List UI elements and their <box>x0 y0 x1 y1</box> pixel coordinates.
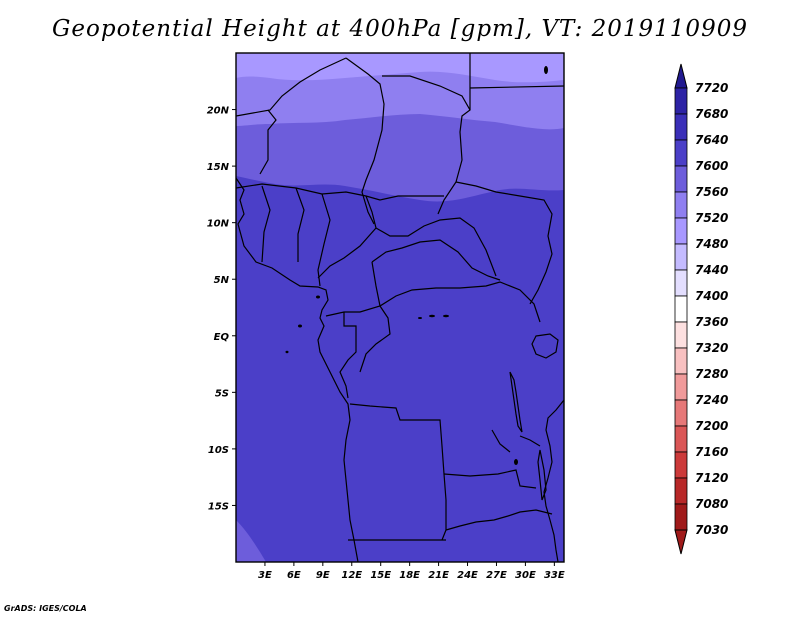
colorbar-label: 7560 <box>695 185 728 199</box>
border-14 <box>379 281 541 323</box>
lat-tick-label: EQ <box>214 332 230 343</box>
lake-victoria <box>531 333 559 359</box>
colorbar-swatch <box>674 425 688 453</box>
lon-tick-label: 9E <box>316 570 330 581</box>
colorbar-label: 7480 <box>695 237 728 251</box>
contour-fill <box>236 53 564 562</box>
lat-tick-label: 15N <box>207 162 230 173</box>
lat-tick-label: 5S <box>215 388 229 399</box>
lake-malawi <box>537 449 547 501</box>
colorbar-label: 7400 <box>695 289 728 303</box>
lon-tick-label: 18E <box>399 570 420 581</box>
border-18 <box>349 403 445 475</box>
border-9 <box>317 193 331 287</box>
border-21 <box>445 509 553 531</box>
lat-tick-label: 10N <box>207 219 230 230</box>
lon-tick-label: 6E <box>287 570 301 581</box>
colorbar: 7720 7680 7640 7600 7560 7520 7480 7440 7400 7360… <box>674 63 728 555</box>
coastline-east <box>543 399 564 562</box>
colorbar-swatch <box>674 399 688 427</box>
colorbar-swatch <box>674 373 688 401</box>
colorbar-swatch <box>674 191 688 219</box>
colorbar-label: 7320 <box>695 341 728 355</box>
lake-tanganyika <box>509 371 523 433</box>
map-title: Geopotential Height at 400hPa [gpm], VT:… <box>52 16 748 42</box>
footer-credit: GrADS: IGES/COLA <box>4 604 87 613</box>
colorbar-swatch <box>674 477 688 505</box>
colorbar-swatch <box>674 503 688 531</box>
colorbar-label: 7600 <box>695 159 728 173</box>
colorbar-swatch <box>674 243 688 271</box>
colorbar-swatch <box>674 87 688 115</box>
coastlines-and-borders <box>236 53 564 562</box>
colorbar-label: 7640 <box>695 133 728 147</box>
colorbar-swatch <box>674 321 688 349</box>
lon-tick-label: 30E <box>515 570 536 581</box>
border-19 <box>441 473 447 541</box>
colorbar-label: 7120 <box>695 471 728 485</box>
colorbar-label: 7160 <box>695 445 728 459</box>
colorbar-label: 7680 <box>695 107 728 121</box>
colorbar-swatch <box>674 347 688 375</box>
border-2 <box>345 57 385 225</box>
map-frame <box>235 52 565 563</box>
border-1 <box>236 57 347 117</box>
colorbar-swatch <box>674 139 688 167</box>
colorbar-label: 7240 <box>695 393 728 407</box>
border-7 <box>261 185 271 263</box>
border-20 <box>443 469 537 489</box>
islands <box>285 66 548 465</box>
lat-tick-label: 15S <box>208 501 229 512</box>
colorbar-swatch <box>674 217 688 245</box>
lon-tick-label: 15E <box>370 570 391 581</box>
border-3 <box>382 75 471 215</box>
border-10 <box>317 195 377 279</box>
longitude-axis: 3E 6E 9E 12E 15E 18E 21E 24E 27E 30E 33E <box>258 562 565 581</box>
border-4 <box>469 53 564 110</box>
colorbar-label: 7520 <box>695 211 728 225</box>
colorbar-label: 7720 <box>695 81 728 95</box>
colorbar-label: 7200 <box>695 419 728 433</box>
colorbar-label: 7440 <box>695 263 728 277</box>
lon-tick-label: 24E <box>457 570 478 581</box>
colorbar-swatch <box>674 269 688 297</box>
contour-band-7480 <box>236 53 564 83</box>
coastline-west-africa <box>236 177 359 562</box>
border-24 <box>491 429 511 453</box>
lon-tick-label: 21E <box>428 570 449 581</box>
border-8 <box>295 187 305 262</box>
lat-tick-label: 20N <box>207 106 230 117</box>
colorbar-label: 7080 <box>695 497 728 511</box>
border-12 <box>371 239 501 281</box>
border-11 <box>375 217 497 277</box>
lon-tick-label: 27E <box>486 570 507 581</box>
border-15 <box>455 181 553 305</box>
border-23 <box>519 435 541 447</box>
colorbar-bottom-arrow <box>674 529 688 555</box>
border-16 <box>339 312 357 399</box>
latitude-axis: 20N 15N 10N 5N EQ 5S 10S 15S <box>207 106 236 512</box>
colorbar-label: 7030 <box>695 523 728 537</box>
colorbar-label: 7280 <box>695 367 728 381</box>
colorbar-swatch <box>674 165 688 193</box>
lat-tick-label: 5N <box>214 275 230 286</box>
border-17 <box>359 305 391 373</box>
border-6 <box>236 183 444 201</box>
lon-tick-label: 3E <box>258 570 272 581</box>
colorbar-swatch <box>674 113 688 141</box>
lat-tick-label: 10S <box>208 445 229 456</box>
border-5 <box>259 109 277 175</box>
colorbar-swatch <box>674 295 688 323</box>
colorbar-top-arrow <box>674 63 688 89</box>
lon-tick-label: 12E <box>341 570 362 581</box>
border-13 <box>325 261 381 317</box>
contour-band-7560-sw <box>236 520 266 562</box>
colorbar-swatch <box>674 451 688 479</box>
lon-tick-label: 33E <box>544 570 565 581</box>
colorbar-label: 7360 <box>695 315 728 329</box>
